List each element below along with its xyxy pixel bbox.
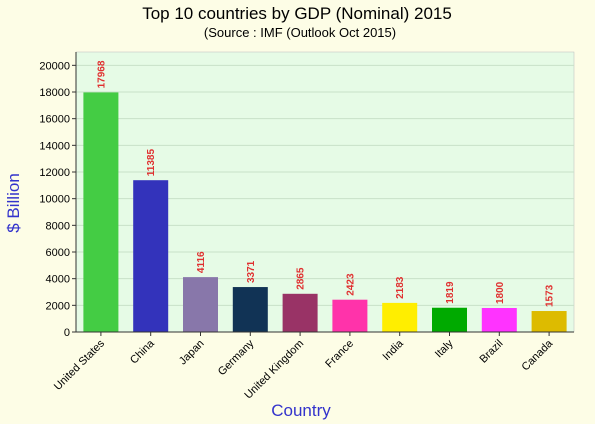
data-label: 2423	[345, 273, 356, 296]
bar	[282, 293, 318, 332]
chart-title: Top 10 countries by GDP (Nominal) 2015	[142, 4, 452, 23]
bar	[332, 299, 368, 332]
data-label: 4116	[196, 251, 207, 273]
y-tick-label: 14000	[39, 140, 70, 152]
x-tick-label: France	[323, 338, 356, 371]
data-label: 17968	[96, 60, 107, 88]
data-label: 2183	[395, 276, 406, 299]
x-axis-label: Country	[271, 401, 331, 420]
bar	[133, 180, 169, 332]
bar	[183, 277, 218, 332]
data-label: 1800	[495, 281, 506, 304]
bar	[83, 92, 119, 332]
y-tick-label: 6000	[46, 247, 70, 259]
y-tick-label: 18000	[39, 87, 70, 99]
x-tick-label: India	[380, 337, 406, 363]
x-tick-label: Germany	[216, 337, 257, 378]
x-tick-label: Canada	[519, 337, 555, 373]
x-tick-label: Italy	[433, 337, 456, 360]
y-tick-label: 10000	[39, 194, 70, 206]
bar	[481, 308, 517, 332]
chart-subtitle: (Source : IMF (Outlook Oct 2015)	[204, 25, 396, 40]
y-tick-label: 2000	[46, 300, 70, 312]
data-label: 3371	[246, 260, 257, 283]
data-label: 1573	[545, 284, 556, 307]
y-axis-ticks: 0 2000 4000 6000 8000 10000 12000 14000 16000 180…	[39, 60, 76, 339]
y-tick-label: 12000	[39, 167, 70, 179]
x-tick-label: United States	[52, 337, 108, 393]
y-tick-label: 4000	[46, 274, 70, 286]
bar	[432, 307, 467, 332]
bar	[382, 302, 418, 332]
bar	[232, 287, 268, 332]
y-tick-label: 0	[64, 327, 70, 339]
y-axis-label: $ Billion	[4, 173, 23, 233]
bar	[531, 311, 567, 332]
x-tick-label: Japan	[177, 338, 207, 368]
y-tick-label: 20000	[39, 60, 70, 72]
data-label: 11385	[146, 149, 157, 177]
x-tick-label: China	[128, 337, 157, 366]
y-tick-label: 8000	[46, 220, 70, 232]
data-label: 1819	[445, 281, 456, 304]
data-label: 2865	[296, 267, 307, 290]
bars: 17968 11385 4116 3371 2865 2423 2183 1819 1800 15…	[83, 60, 567, 332]
y-tick-label: 16000	[39, 114, 70, 126]
x-tick-label: Brazil	[477, 338, 505, 366]
